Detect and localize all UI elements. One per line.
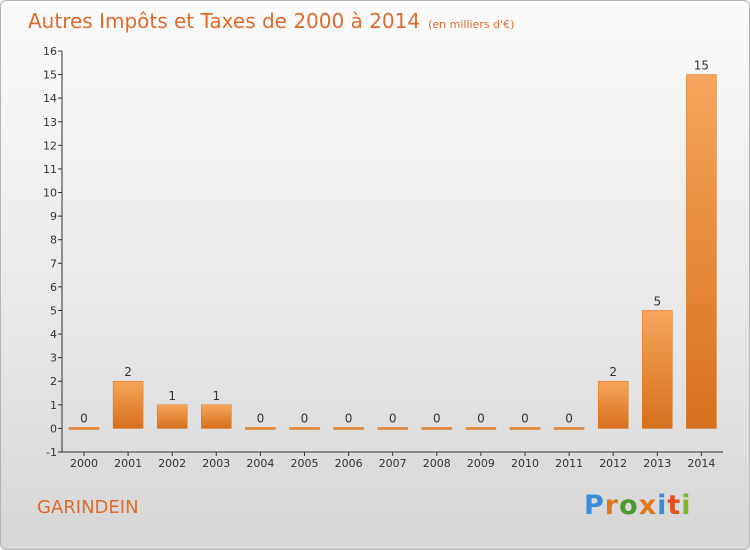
commune-name: GARINDEIN: [37, 497, 139, 518]
y-tick-label: 10: [43, 187, 57, 200]
bar-value-label: 0: [389, 411, 397, 425]
bar: [201, 404, 232, 429]
bar: [509, 427, 541, 430]
y-tick-label: -1: [46, 446, 57, 459]
bar-value-label: 2: [124, 365, 132, 379]
bar: [112, 380, 144, 429]
bar-value-label: 0: [477, 411, 485, 425]
logo-letter: i: [657, 490, 668, 521]
y-tick-label: 0: [50, 422, 57, 435]
y-tick-label: 16: [43, 45, 57, 58]
chart-unit: (en milliers d'€): [428, 18, 515, 31]
bar-value-label: 15: [694, 59, 709, 73]
bar: [245, 427, 276, 430]
x-tick-label: 2005: [291, 457, 319, 470]
x-tick-label: 2007: [379, 457, 407, 470]
logo-letter: t: [667, 490, 682, 521]
y-tick-label: 13: [43, 116, 57, 129]
bar: [156, 404, 188, 429]
x-tick-label: 2001: [114, 457, 142, 470]
y-tick-label: 9: [50, 210, 57, 223]
logo-letter: o: [619, 490, 639, 521]
bar: [597, 380, 629, 429]
x-tick-label: 2011: [555, 457, 583, 470]
x-tick-label: 2000: [70, 457, 98, 470]
bar-value-label: 0: [301, 411, 309, 425]
bar-value-label: 0: [565, 411, 573, 425]
x-tick-label: 2008: [423, 457, 451, 470]
logo-letter: i: [681, 490, 692, 521]
bar-value-label: 0: [80, 411, 88, 425]
bar: [333, 427, 364, 430]
bar: [68, 427, 100, 430]
bar: [465, 427, 497, 430]
y-tick-label: 3: [50, 352, 57, 365]
x-tick-label: 2010: [511, 457, 539, 470]
bar-value-label: 5: [653, 294, 661, 308]
bar-series: 0 2 1 1 0 0 0 0 0 0 0 0 2 5 15: [68, 59, 717, 430]
y-tick-label: 5: [50, 304, 57, 317]
x-tick-label: 2006: [335, 457, 363, 470]
bar-value-label: 0: [345, 411, 353, 425]
bar: [421, 427, 453, 430]
y-tick-label: 7: [50, 257, 57, 270]
bar: [686, 74, 717, 429]
x-tick-label: 2003: [202, 457, 230, 470]
logo-letter: P: [584, 490, 605, 521]
bar-value-label: 1: [212, 389, 220, 403]
x-tick-label: 2002: [158, 457, 186, 470]
logo-letter: r: [604, 490, 620, 521]
y-tick-label: 6: [50, 281, 57, 294]
proxiti-logo: Proxiti: [584, 490, 692, 521]
x-tick-label: 2009: [467, 457, 495, 470]
bar: [553, 427, 585, 430]
chart-title-text: Autres Impôts et Taxes de 2000 à 2014: [28, 9, 421, 33]
x-tick-label: 2013: [643, 457, 671, 470]
y-tick-label: 12: [43, 139, 57, 152]
bar-value-label: 0: [521, 411, 529, 425]
bar: [377, 427, 408, 430]
bar: [642, 310, 673, 429]
x-tick-label: 2014: [687, 457, 715, 470]
y-tick-label: 1: [50, 399, 57, 412]
y-tick-label: 14: [43, 92, 57, 105]
y-tick-label: 2: [50, 375, 57, 388]
logo-letter: x: [638, 490, 658, 521]
bar-value-label: 1: [168, 389, 176, 403]
x-tick-label: 2004: [246, 457, 274, 470]
bar-value-label: 2: [609, 365, 617, 379]
chart-title: Autres Impôts et Taxes de 2000 à 2014 (en…: [28, 9, 514, 33]
bar: [289, 427, 320, 430]
bar-value-label: 0: [257, 411, 265, 425]
y-tick-label: 8: [50, 234, 57, 247]
y-tick-label: 4: [50, 328, 57, 341]
bar-value-label: 0: [433, 411, 441, 425]
y-tick-label: 11: [43, 163, 57, 176]
x-tick-label: 2012: [599, 457, 627, 470]
y-tick-label: 15: [43, 69, 57, 82]
